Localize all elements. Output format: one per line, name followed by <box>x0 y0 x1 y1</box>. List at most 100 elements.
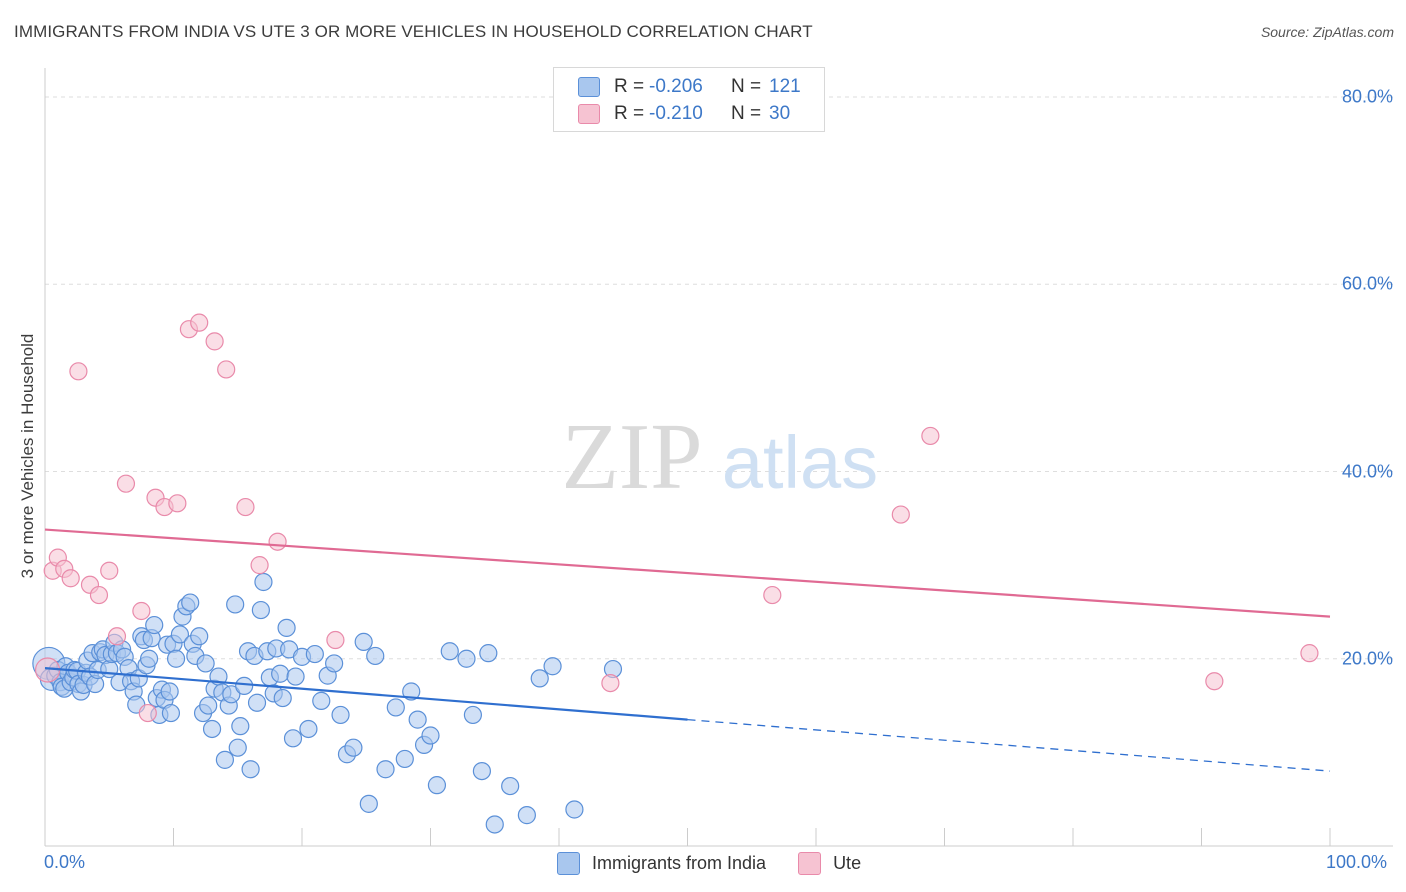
india-point <box>543 657 562 676</box>
ute-point <box>236 497 255 517</box>
india-point <box>331 705 350 725</box>
india-point <box>190 627 209 646</box>
ute-point <box>61 569 80 588</box>
y-tick-label: 40.0% <box>1341 461 1393 481</box>
india-point <box>344 738 363 757</box>
y-tick-label: 20.0% <box>1341 648 1393 669</box>
ute-point <box>763 585 782 605</box>
legend-ute-label: Ute <box>833 853 862 873</box>
india-point <box>254 572 273 592</box>
ute-point <box>69 362 88 381</box>
ute-n-value: 30 <box>769 103 791 124</box>
india-point <box>530 669 549 688</box>
india-point <box>457 649 476 668</box>
india-point <box>251 600 270 620</box>
india-point <box>517 806 536 825</box>
y-tick-label: 60.0% <box>1341 273 1393 294</box>
legend-item-ute[interactable]: Ute <box>798 852 861 875</box>
india-point <box>228 738 247 757</box>
series-india-points <box>32 572 623 834</box>
india-point <box>161 703 181 723</box>
source-credit: Source: ZipAtlas.com <box>1260 24 1394 40</box>
x-tick-label-min: 0.0% <box>44 852 86 872</box>
india-point <box>181 593 200 612</box>
ute-n-label: N = <box>731 103 762 124</box>
india-point <box>421 726 440 745</box>
india-point <box>386 698 405 717</box>
series-legend: Immigrants from India Ute <box>557 852 893 875</box>
india-point <box>231 717 250 736</box>
ute-point <box>107 627 127 646</box>
india-swatch <box>578 77 600 97</box>
india-point <box>440 642 459 661</box>
india-point <box>277 618 296 637</box>
ute-r-value: -0.210 <box>649 103 703 124</box>
ute-r-label: R = <box>614 103 645 124</box>
ute-point <box>89 585 109 605</box>
india-point <box>472 761 491 781</box>
india-point <box>226 595 245 614</box>
india-trend-projection <box>687 718 1331 772</box>
india-point <box>166 649 186 668</box>
legend-item-india[interactable]: Immigrants from India <box>557 852 766 875</box>
ute-trend-line <box>44 528 1331 618</box>
ute-point <box>100 561 119 580</box>
ute-swatch <box>578 104 600 124</box>
india-point <box>427 776 447 795</box>
india-point <box>312 691 331 710</box>
india-point <box>366 646 385 666</box>
india-point <box>501 776 520 796</box>
ute-point <box>268 532 287 551</box>
ute-point <box>138 703 157 723</box>
india-point <box>145 615 164 635</box>
india-n-value: 121 <box>769 76 801 97</box>
india-point <box>247 693 267 712</box>
ute-point <box>168 494 187 513</box>
india-point <box>325 654 344 673</box>
india-point <box>139 649 159 668</box>
india-point <box>565 800 584 819</box>
india-point <box>286 667 305 686</box>
india-point <box>170 625 190 644</box>
ute-point <box>1205 672 1224 691</box>
india-point <box>273 688 292 708</box>
india-point <box>271 664 290 683</box>
series-ute-points <box>34 313 1319 723</box>
ute-point <box>217 360 236 379</box>
ute-point <box>326 630 345 650</box>
india-point <box>463 705 483 725</box>
ute-point <box>1300 644 1319 663</box>
axes <box>44 68 1393 847</box>
stats-legend-row-ute: R = -0.210 N = 30 <box>578 102 790 126</box>
legend-india-swatch <box>557 852 580 875</box>
chart-title: IMMIGRANTS FROM INDIA VS UTE 3 OR MORE V… <box>14 22 813 41</box>
india-r-label: R = <box>614 76 645 97</box>
watermark-zip: ZIP <box>562 405 703 509</box>
india-r-value: -0.206 <box>649 76 703 97</box>
ute-point <box>132 601 151 621</box>
india-point <box>359 794 378 813</box>
watermark-atlas: atlas <box>722 421 878 504</box>
ute-point <box>891 505 910 524</box>
india-point <box>215 750 234 769</box>
ute-point <box>116 474 136 493</box>
y-tick-label: 80.0% <box>1341 86 1393 107</box>
india-point <box>354 632 373 651</box>
india-point <box>196 654 215 673</box>
india-point <box>376 760 395 779</box>
trend-lines <box>44 528 1331 772</box>
india-point <box>395 749 414 769</box>
legend-ute-swatch <box>798 852 822 875</box>
ute-point <box>250 556 269 575</box>
india-point <box>160 682 179 701</box>
stats-legend: R = -0.206 N = 121 R = -0.210 N = 30 <box>553 67 825 132</box>
india-point <box>305 644 324 664</box>
india-point <box>241 760 260 779</box>
stats-legend-row-india: R = -0.206 N = 121 <box>578 75 801 99</box>
india-trend-line <box>44 667 688 721</box>
india-point <box>299 719 318 739</box>
watermark: ZIP atlas <box>562 405 879 509</box>
india-point <box>479 644 498 663</box>
legend-india-label: Immigrants from India <box>592 853 767 873</box>
